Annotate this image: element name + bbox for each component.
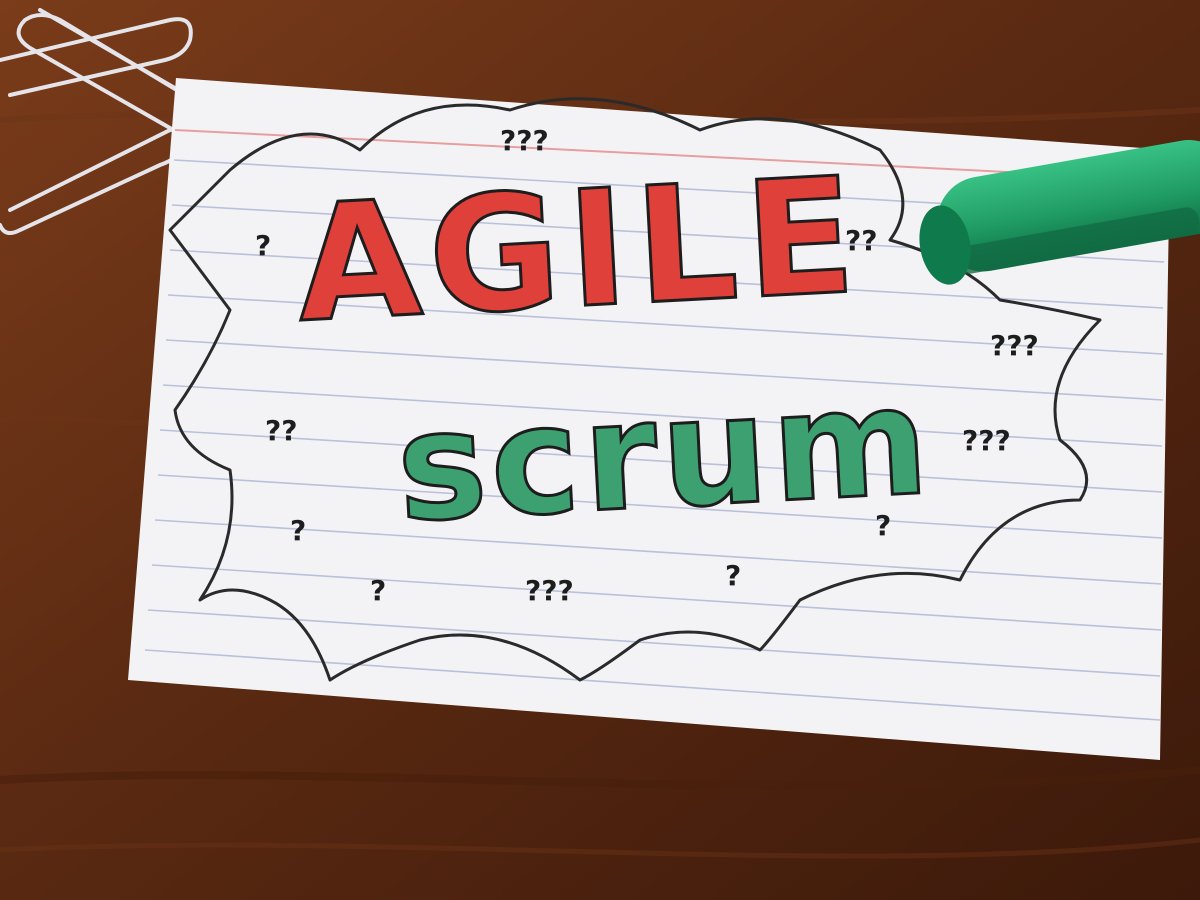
question-marks: ? ??? ?? ? ??? ? ??? ? ?? ??? ? (255, 124, 1039, 607)
question-mark-group: ??? (990, 329, 1039, 362)
question-mark: ? (255, 229, 271, 262)
burst-outline (168, 97, 1102, 682)
question-mark-group: ??? (500, 124, 549, 157)
marker-icon (919, 140, 1200, 285)
question-mark-group: ?? (845, 224, 877, 257)
question-mark: ? (290, 514, 306, 547)
question-mark: ? (725, 559, 741, 592)
question-mark-group: ?? (265, 414, 297, 447)
title-agile: AGILE (292, 142, 867, 358)
question-mark: ? (875, 509, 891, 542)
question-mark-group: ??? (962, 424, 1011, 457)
question-mark-group: ??? (525, 574, 574, 607)
subtitle-scrum: scrum (393, 354, 937, 556)
question-mark: ? (370, 574, 386, 607)
